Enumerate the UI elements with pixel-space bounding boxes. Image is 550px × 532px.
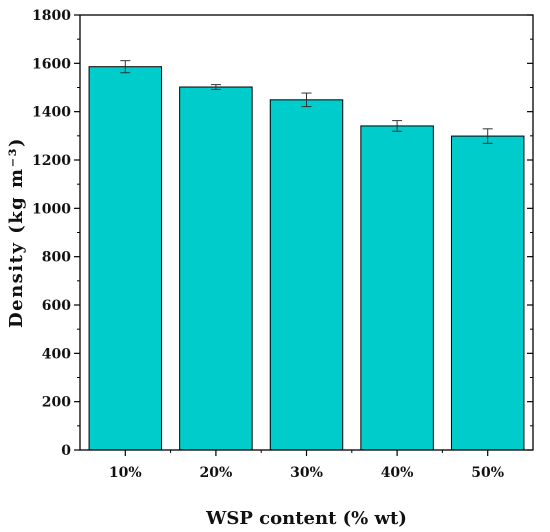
- x-tick-label: 50%: [471, 465, 504, 481]
- x-tick-label: 10%: [109, 465, 142, 481]
- y-tick-label: 800: [42, 250, 71, 266]
- bar-1: [88, 66, 163, 451]
- y-tick-label: 1400: [32, 105, 71, 121]
- bar-2: [179, 86, 253, 451]
- bar-3: [269, 99, 344, 451]
- y-tick-label: 0: [61, 443, 71, 459]
- y-axis-ticks: 0 200 400 600 800 1000 1200 1400 1600 1800: [32, 8, 533, 459]
- y-tick-label: 1600: [32, 56, 71, 72]
- bars-group: [88, 66, 525, 451]
- y-tick-label: 1200: [32, 153, 71, 169]
- x-tick-label: 40%: [381, 465, 414, 481]
- y-tick-label: 1000: [32, 201, 71, 217]
- x-axis-title: WSP content (% wt): [205, 508, 407, 529]
- x-tick-label: 20%: [200, 465, 233, 481]
- y-tick-label: 600: [42, 298, 71, 314]
- bar-5: [450, 135, 525, 451]
- y-tick-label: 200: [42, 395, 71, 411]
- error-bars-group: [120, 60, 493, 144]
- x-tick-label: 30%: [290, 465, 323, 481]
- y-axis-title: Density (kg m⁻³): [6, 137, 27, 328]
- bar-4: [360, 125, 434, 451]
- y-tick-label: 1800: [32, 8, 71, 24]
- x-axis-ticks: 10% 20% 30% 40% 50%: [109, 450, 504, 481]
- y-tick-label: 400: [42, 346, 71, 362]
